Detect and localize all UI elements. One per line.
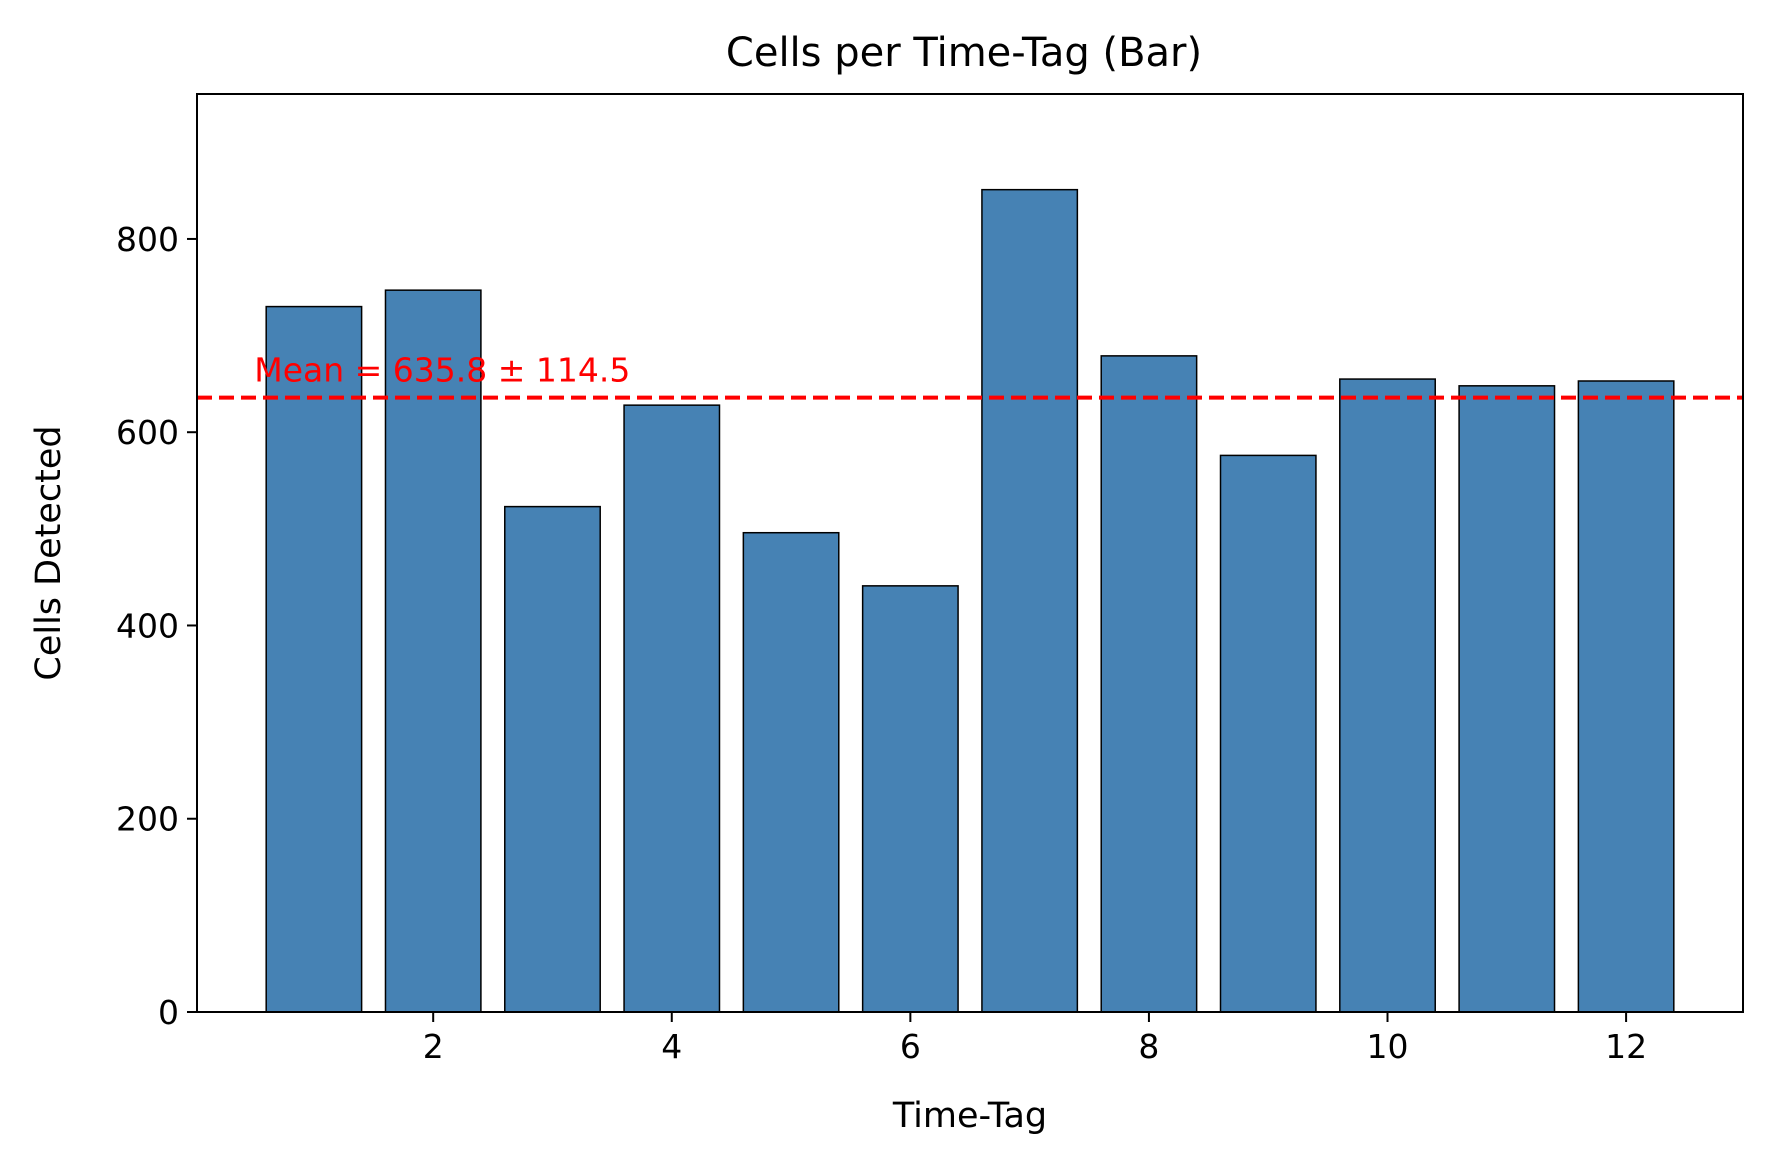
x-tick-label-8: 8 bbox=[1138, 1027, 1159, 1066]
bar-2 bbox=[384, 289, 482, 1013]
mean-annotation: Mean = 635.8 ± 114.5 bbox=[254, 351, 630, 390]
plot-frame bbox=[196, 93, 1744, 1013]
x-axis-label: Time-Tag bbox=[892, 1096, 1047, 1136]
y-tick-label-0: 0 bbox=[158, 993, 179, 1032]
y-tick-label-800: 800 bbox=[116, 220, 179, 259]
bar-7 bbox=[981, 188, 1079, 1013]
y-tick-label-600: 600 bbox=[116, 413, 179, 452]
bar-9 bbox=[1219, 454, 1317, 1013]
y-tick-label-200: 200 bbox=[116, 800, 179, 839]
bars-group bbox=[265, 188, 1675, 1013]
bar-12 bbox=[1577, 380, 1675, 1013]
x-tick-label-2: 2 bbox=[423, 1027, 444, 1066]
y-axis-ticks: 0 200 400 600 800 bbox=[116, 220, 197, 1032]
mean-group: Mean = 635.8 ± 114.5 bbox=[197, 351, 1743, 400]
bar-10 bbox=[1339, 378, 1436, 1013]
bar-5 bbox=[742, 531, 840, 1013]
bar-8 bbox=[1100, 355, 1198, 1013]
bar-1 bbox=[265, 305, 363, 1013]
bar-6 bbox=[861, 585, 959, 1013]
x-tick-label-4: 4 bbox=[661, 1027, 682, 1066]
x-axis-ticks: 2 4 6 8 10 12 bbox=[423, 1012, 1647, 1066]
y-axis-label: Cells Detected bbox=[29, 425, 69, 680]
x-tick-label-6: 6 bbox=[900, 1027, 921, 1066]
x-tick-label-12: 12 bbox=[1605, 1027, 1647, 1066]
y-tick-label-400: 400 bbox=[116, 606, 179, 645]
x-tick-label-10: 10 bbox=[1367, 1027, 1409, 1066]
bar-11 bbox=[1458, 385, 1556, 1013]
bar-4 bbox=[623, 404, 721, 1013]
bar-3 bbox=[504, 505, 601, 1013]
chart-title: Cells per Time-Tag (Bar) bbox=[726, 30, 1202, 76]
